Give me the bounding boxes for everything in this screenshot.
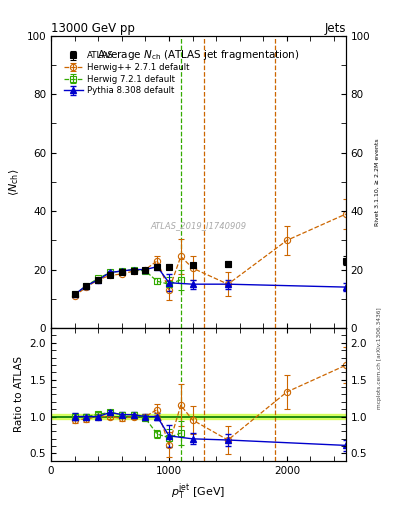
Y-axis label: Ratio to ATLAS: Ratio to ATLAS — [14, 356, 24, 433]
Y-axis label: Rivet 3.1.10, ≥ 2.2M events: Rivet 3.1.10, ≥ 2.2M events — [375, 138, 380, 226]
Text: 13000 GeV pp: 13000 GeV pp — [51, 22, 135, 35]
Text: ATLAS_2019_I1740909: ATLAS_2019_I1740909 — [151, 221, 246, 230]
X-axis label: $p_{\rm T}^{\rm jet}$ [GeV]: $p_{\rm T}^{\rm jet}$ [GeV] — [171, 481, 226, 502]
Text: Jets: Jets — [324, 22, 346, 35]
Text: mcplots.cern.ch [arXiv:1306.3436]: mcplots.cern.ch [arXiv:1306.3436] — [377, 308, 382, 409]
Legend: ATLAS, Herwig++ 2.7.1 default, Herwig 7.2.1 default, Pythia 8.308 default: ATLAS, Herwig++ 2.7.1 default, Herwig 7.… — [61, 49, 192, 98]
Bar — [51, 414, 346, 419]
Text: Average $N_{\rm ch}$ (ATLAS jet fragmentation): Average $N_{\rm ch}$ (ATLAS jet fragment… — [97, 48, 300, 61]
Y-axis label: $\langle N_{\rm ch}\rangle$: $\langle N_{\rm ch}\rangle$ — [7, 168, 21, 196]
